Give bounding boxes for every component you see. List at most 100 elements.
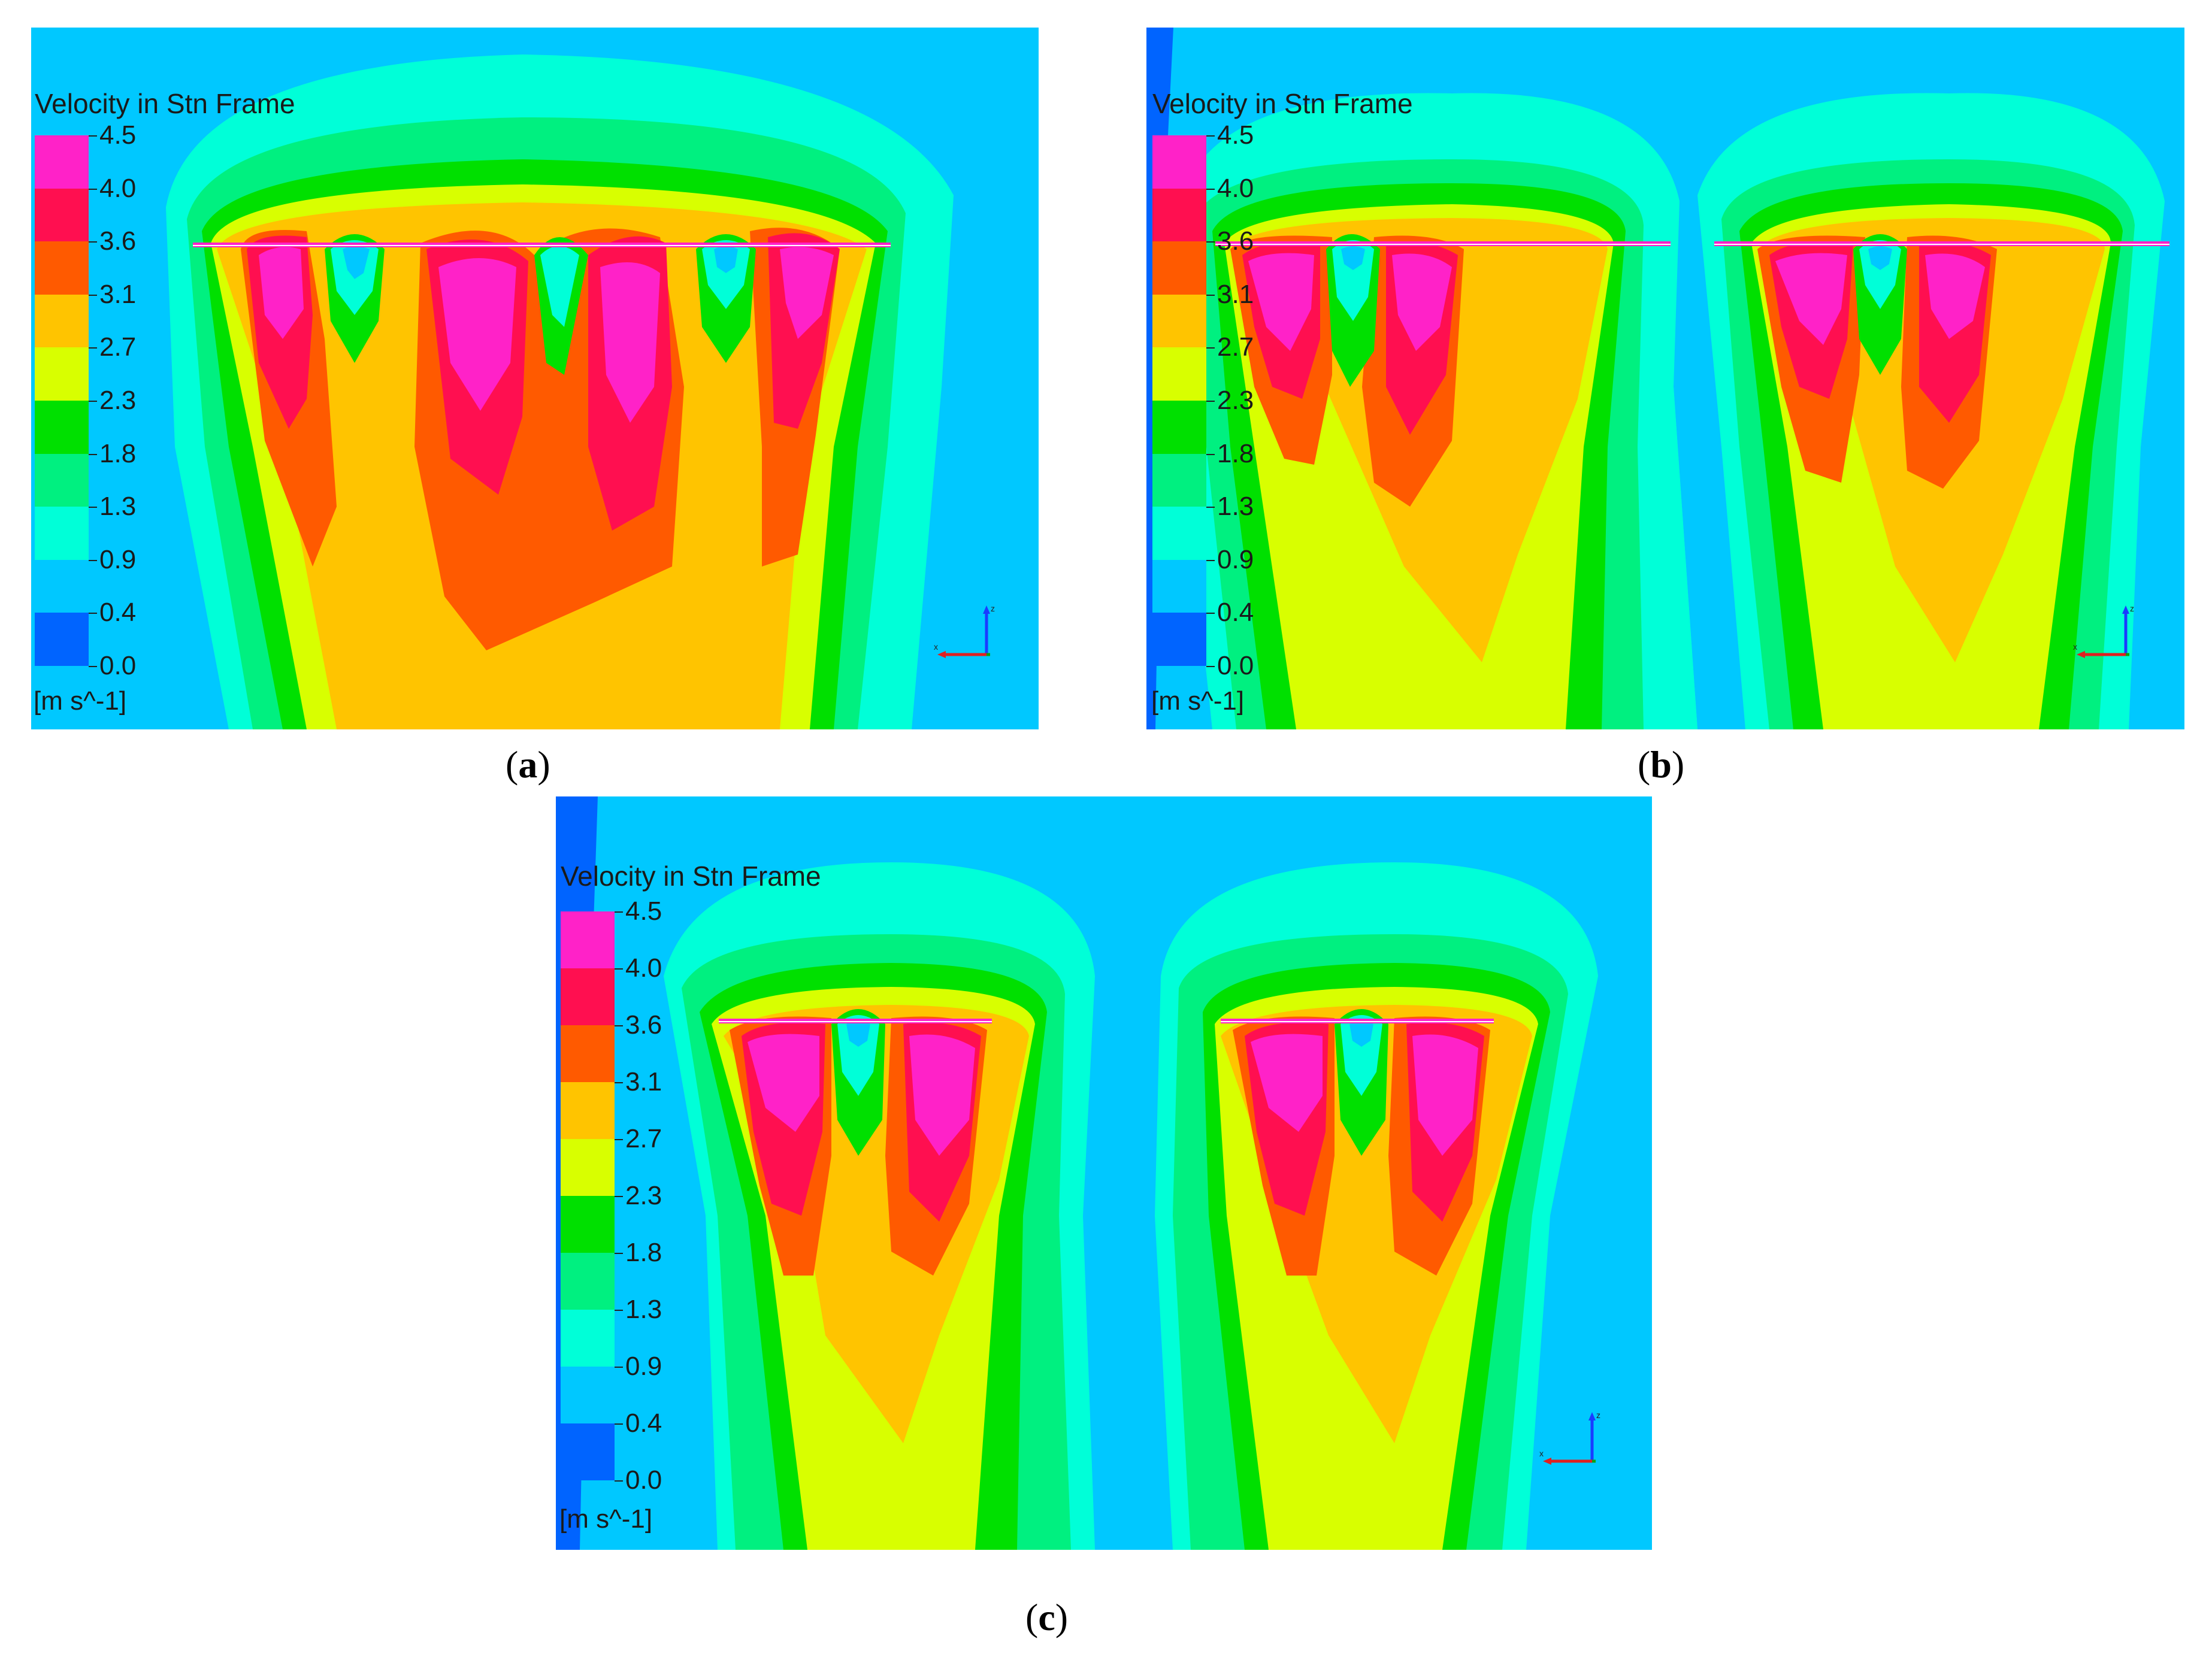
legend-color-band <box>561 1310 615 1367</box>
x-axis-label: x <box>934 642 938 652</box>
legend-tick-label: 3.6 <box>625 1010 662 1040</box>
legend-color-band <box>561 1253 615 1310</box>
legend-color-band <box>561 1025 615 1082</box>
legend-tick-label: 2.3 <box>625 1181 662 1210</box>
legend-tick-mark <box>1206 135 1215 137</box>
legend-tick-mark <box>615 968 623 970</box>
legend-tick-label: 2.7 <box>99 332 137 362</box>
legend-colorbar <box>561 911 615 1480</box>
x-arrowhead <box>2077 651 2085 658</box>
legend-color-band <box>1152 241 1206 295</box>
legend-tick-label: 0.0 <box>1217 651 1254 680</box>
legend-tick-mark <box>615 1025 623 1026</box>
x-axis-label: x <box>1539 1449 1544 1458</box>
legend-color-band <box>561 1196 615 1253</box>
legend-tick-mark <box>1206 401 1215 402</box>
legend-color-band <box>561 1082 615 1139</box>
legend-tick-label: 4.0 <box>625 953 662 983</box>
legend-color-band <box>561 1367 615 1423</box>
legend-tick-mark <box>615 1139 623 1140</box>
legend-color-band <box>561 1139 615 1196</box>
legend-color-band <box>1152 613 1206 666</box>
legend-tick-label: 1.8 <box>99 438 137 468</box>
legend-tick-label: 3.6 <box>99 226 137 256</box>
legend-tick-mark <box>89 135 97 137</box>
legend-tick-label: 0.9 <box>99 544 137 574</box>
legend-title: Velocity in Stn Frame <box>35 88 295 119</box>
legend-tick-label: 1.3 <box>1217 492 1254 522</box>
legend-unit: [m s^-1] <box>34 686 127 716</box>
legend-colorbar <box>35 135 89 666</box>
legend-unit: [m s^-1] <box>559 1504 653 1534</box>
legend-tick-label: 1.8 <box>1217 438 1254 468</box>
legend-title: Velocity in Stn Frame <box>1152 88 1413 119</box>
legend-tick-label: 1.3 <box>625 1295 662 1324</box>
legend-color-band <box>35 507 89 560</box>
legend-tick-mark <box>89 559 97 561</box>
legend-tick-label: 3.1 <box>625 1067 662 1096</box>
z-axis-label: z <box>2130 604 2134 613</box>
legend-tick-mark <box>615 911 623 913</box>
legend-tick-label: 2.7 <box>1217 332 1254 362</box>
legend-color-band <box>561 911 615 968</box>
legend-tick-mark <box>89 188 97 190</box>
legend-color-band <box>1152 347 1206 401</box>
legend-tick-mark <box>89 241 97 243</box>
legend-tick-label: 3.6 <box>1217 226 1254 256</box>
velocity-contour-b <box>1146 28 2184 729</box>
legend-tick-mark <box>89 294 97 296</box>
legend-tick-label: 4.5 <box>99 120 137 150</box>
x-arrowhead <box>937 651 946 658</box>
legend-tick-mark <box>89 347 97 349</box>
axis-triad-graphic: zx <box>934 604 995 658</box>
z-axis-label: z <box>991 604 995 613</box>
legend-tick-label: 3.1 <box>1217 279 1254 309</box>
x-arrowhead <box>1543 1458 1551 1465</box>
legend-tick-label: 2.7 <box>625 1124 662 1153</box>
legend-color-band <box>35 401 89 454</box>
legend-tick-mark <box>1206 294 1215 296</box>
legend-tick-mark <box>1206 666 1215 667</box>
velocity-contour-c <box>556 796 1652 1550</box>
legend-tick-label: 0.9 <box>625 1352 662 1381</box>
legend-color-band <box>35 453 89 507</box>
legend-tick-mark <box>1206 613 1215 614</box>
legend-tick-label: 4.0 <box>1217 173 1254 203</box>
legend-tick-label: 0.4 <box>625 1408 662 1438</box>
legend-tick-label: 0.0 <box>99 651 137 680</box>
legend-tick-label: 0.4 <box>99 598 137 628</box>
legend-tick-mark <box>615 1480 623 1482</box>
legend-tick-label: 0.4 <box>1217 598 1254 628</box>
axis-triad-graphic: zx <box>1539 1410 1600 1465</box>
legend-color-band <box>35 613 89 666</box>
caption-b: (b) <box>1638 743 1685 786</box>
caption-a: (a) <box>506 743 550 786</box>
legend-tick-label: 4.0 <box>99 173 137 203</box>
legend-color-band <box>1152 401 1206 454</box>
z-arrowhead <box>983 605 990 614</box>
legend-tick-mark <box>1206 241 1215 243</box>
legend-tick-label: 1.3 <box>99 492 137 522</box>
caption-c: (c) <box>1025 1596 1069 1638</box>
x-axis-label: x <box>2073 642 2077 652</box>
legend-color-band <box>35 294 89 348</box>
legend-color-band <box>561 1423 615 1480</box>
legend-color-band <box>35 135 89 189</box>
legend-tick-label: 1.8 <box>625 1238 662 1267</box>
legend-tick-mark <box>89 507 97 508</box>
legend-colorbar <box>1152 135 1206 666</box>
legend-tick-mark <box>615 1310 623 1311</box>
legend-color-band <box>561 968 615 1025</box>
legend-color-band <box>1152 453 1206 507</box>
legend-tick-mark <box>1206 559 1215 561</box>
velocity-contour-a <box>31 28 1039 729</box>
z-axis-label: z <box>1596 1410 1600 1420</box>
legend-tick-label: 0.9 <box>1217 544 1254 574</box>
legend-tick-mark <box>89 401 97 402</box>
legend-tick-mark <box>615 1082 623 1083</box>
